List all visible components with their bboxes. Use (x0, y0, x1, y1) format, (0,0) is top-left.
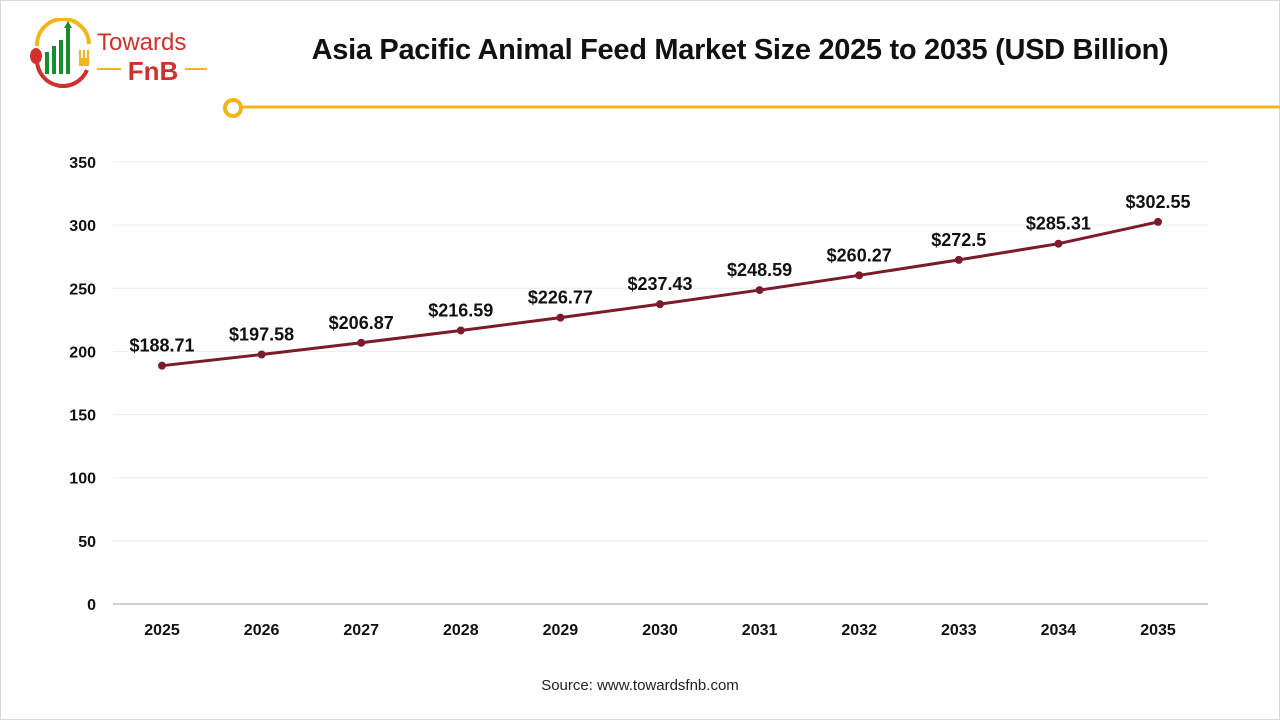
svg-text:FnB: FnB (128, 56, 179, 86)
data-point (357, 338, 366, 347)
chart-title: Asia Pacific Animal Feed Market Size 202… (311, 34, 1169, 66)
x-tick-label: 2031 (742, 622, 778, 639)
data-label: $226.77 (528, 288, 593, 308)
x-tick-label: 2025 (144, 622, 180, 639)
towards-fnb-logo: Towards FnB (30, 18, 207, 88)
y-tick-label: 200 (69, 344, 96, 361)
data-label: $248.59 (727, 260, 792, 280)
data-point (1154, 217, 1162, 226)
data-label: $302.55 (1125, 192, 1190, 212)
data-label: $197.58 (229, 324, 294, 344)
data-label: $237.43 (627, 274, 692, 294)
data-point (656, 300, 664, 309)
y-tick-label: 0 (87, 597, 96, 614)
data-label: $188.71 (129, 336, 194, 356)
y-tick-label: 50 (78, 534, 96, 551)
data-label: $285.31 (1026, 214, 1091, 234)
x-tick-label: 2035 (1140, 622, 1176, 639)
data-point (257, 350, 266, 359)
data-point (556, 313, 565, 322)
x-tick-label: 2034 (1041, 622, 1077, 639)
y-tick-label: 250 (69, 281, 96, 298)
x-tick-label: 2028 (443, 622, 479, 639)
data-label: $272.5 (931, 230, 986, 250)
source-text: Source: www.towardsfnb.com (541, 677, 739, 694)
x-tick-label: 2030 (642, 622, 678, 639)
data-point (855, 271, 864, 280)
x-tick-label: 2033 (941, 622, 977, 639)
y-tick-label: 300 (69, 218, 96, 235)
data-point (755, 286, 764, 295)
data-label: $206.87 (329, 313, 394, 333)
data-label: $216.59 (428, 300, 493, 320)
data-point (1054, 239, 1063, 248)
x-tick-label: 2032 (841, 622, 877, 639)
data-point (954, 255, 963, 264)
y-tick-label: 150 (69, 408, 96, 425)
x-tick-label: 2029 (543, 622, 579, 639)
y-tick-label: 350 (69, 155, 96, 172)
data-label: $260.27 (827, 245, 892, 265)
x-tick-label: 2026 (244, 622, 280, 639)
data-point (456, 326, 465, 335)
x-tick-label: 2027 (343, 622, 379, 639)
data-point (158, 361, 166, 370)
y-tick-label: 100 (69, 471, 96, 488)
svg-text:Towards: Towards (97, 29, 186, 56)
title-underline-decoration (223, 98, 1280, 118)
